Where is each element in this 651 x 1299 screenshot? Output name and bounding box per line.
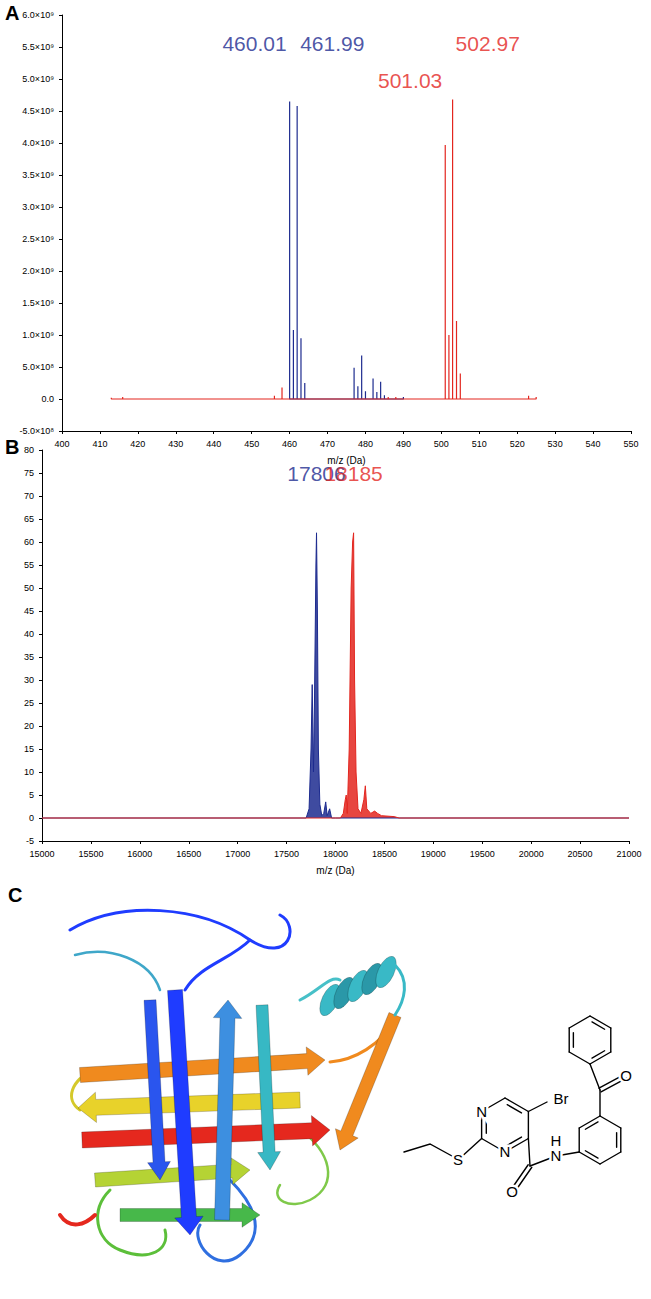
svg-text:460: 460 xyxy=(282,439,297,449)
svg-text:S: S xyxy=(453,1151,463,1168)
svg-text:4.0×10⁹: 4.0×10⁹ xyxy=(22,138,54,148)
svg-text:5.0×10⁹: 5.0×10⁹ xyxy=(22,74,54,84)
svg-text:50: 50 xyxy=(24,583,34,593)
svg-text:30: 30 xyxy=(24,675,34,685)
svg-text:490: 490 xyxy=(396,439,411,449)
svg-text:m/z (Da): m/z (Da) xyxy=(327,454,366,466)
svg-text:470: 470 xyxy=(320,439,335,449)
svg-text:3.0×10⁹: 3.0×10⁹ xyxy=(22,202,54,212)
svg-text:540: 540 xyxy=(586,439,601,449)
svg-text:O: O xyxy=(506,1183,518,1200)
svg-text:15: 15 xyxy=(24,744,34,754)
svg-text:19500: 19500 xyxy=(470,849,495,859)
svg-text:40: 40 xyxy=(24,629,34,639)
svg-text:3.5×10⁹: 3.5×10⁹ xyxy=(22,170,54,180)
svg-text:460.01: 460.01 xyxy=(222,32,286,55)
svg-text:430: 430 xyxy=(168,439,183,449)
svg-text:5.0×10⁸: 5.0×10⁸ xyxy=(22,362,54,372)
svg-text:18185: 18185 xyxy=(324,462,382,485)
svg-text:530: 530 xyxy=(548,439,563,449)
svg-text:20000: 20000 xyxy=(519,849,544,859)
svg-text:80: 80 xyxy=(24,445,34,455)
svg-text:2.5×10⁹: 2.5×10⁹ xyxy=(22,234,54,244)
svg-text:17806: 17806 xyxy=(287,461,346,485)
svg-text:17000: 17000 xyxy=(225,849,250,859)
svg-text:21000: 21000 xyxy=(616,849,641,859)
svg-text:15000: 15000 xyxy=(29,849,54,859)
svg-text:450: 450 xyxy=(244,439,259,449)
html-text:B: B xyxy=(5,436,20,458)
svg-text:Br: Br xyxy=(554,1090,569,1107)
svg-text:60: 60 xyxy=(24,537,34,547)
svg-text:4.5×10⁹: 4.5×10⁹ xyxy=(22,106,54,116)
svg-text:1.0×10⁹: 1.0×10⁹ xyxy=(22,330,54,340)
svg-text:400: 400 xyxy=(54,439,69,449)
svg-text:16000: 16000 xyxy=(127,849,152,859)
svg-text:N: N xyxy=(476,1103,487,1120)
svg-text:550: 550 xyxy=(623,439,638,449)
svg-text:19000: 19000 xyxy=(421,849,446,859)
svg-text:520: 520 xyxy=(510,439,525,449)
svg-text:75: 75 xyxy=(24,468,34,478)
svg-text:55: 55 xyxy=(24,560,34,570)
svg-text:6.0×10⁹: 6.0×10⁹ xyxy=(22,10,54,20)
html-text:C: C xyxy=(8,884,23,906)
svg-text:16500: 16500 xyxy=(176,849,201,859)
svg-text:18000: 18000 xyxy=(323,849,348,859)
svg-text:25: 25 xyxy=(24,698,34,708)
svg-text:502.97: 502.97 xyxy=(456,32,520,55)
svg-text:5.5×10⁹: 5.5×10⁹ xyxy=(22,42,54,52)
svg-text:45: 45 xyxy=(24,606,34,616)
svg-text:510: 510 xyxy=(472,439,487,449)
svg-text:500: 500 xyxy=(434,439,449,449)
svg-text:0.0: 0.0 xyxy=(41,394,54,404)
svg-text:20500: 20500 xyxy=(568,849,593,859)
svg-text:N: N xyxy=(551,1147,562,1164)
svg-text:-5.0×10⁸: -5.0×10⁸ xyxy=(19,426,54,436)
svg-text:N: N xyxy=(500,1143,511,1160)
svg-text:17500: 17500 xyxy=(274,849,299,859)
svg-text:440: 440 xyxy=(206,439,221,449)
svg-text:-5: -5 xyxy=(26,836,34,846)
html-text:A: A xyxy=(5,2,20,24)
svg-text:70: 70 xyxy=(24,491,34,501)
svg-text:0: 0 xyxy=(29,813,34,823)
svg-text:m/z (Da): m/z (Da) xyxy=(316,865,354,876)
svg-text:480: 480 xyxy=(358,439,373,449)
svg-text:O: O xyxy=(620,1067,632,1084)
svg-text:H: H xyxy=(551,1132,562,1149)
svg-text:5: 5 xyxy=(29,790,34,800)
svg-text:501.03: 501.03 xyxy=(378,69,442,92)
svg-text:15500: 15500 xyxy=(78,849,103,859)
svg-text:10: 10 xyxy=(24,767,34,777)
svg-text:2.0×10⁹: 2.0×10⁹ xyxy=(22,266,54,276)
svg-text:35: 35 xyxy=(24,652,34,662)
svg-text:18500: 18500 xyxy=(372,849,397,859)
svg-text:410: 410 xyxy=(92,439,107,449)
svg-text:1.5×10⁹: 1.5×10⁹ xyxy=(22,298,54,308)
svg-text:420: 420 xyxy=(130,439,145,449)
svg-text:65: 65 xyxy=(24,514,34,524)
svg-text:20: 20 xyxy=(24,721,34,731)
svg-text:461.99: 461.99 xyxy=(300,32,364,55)
